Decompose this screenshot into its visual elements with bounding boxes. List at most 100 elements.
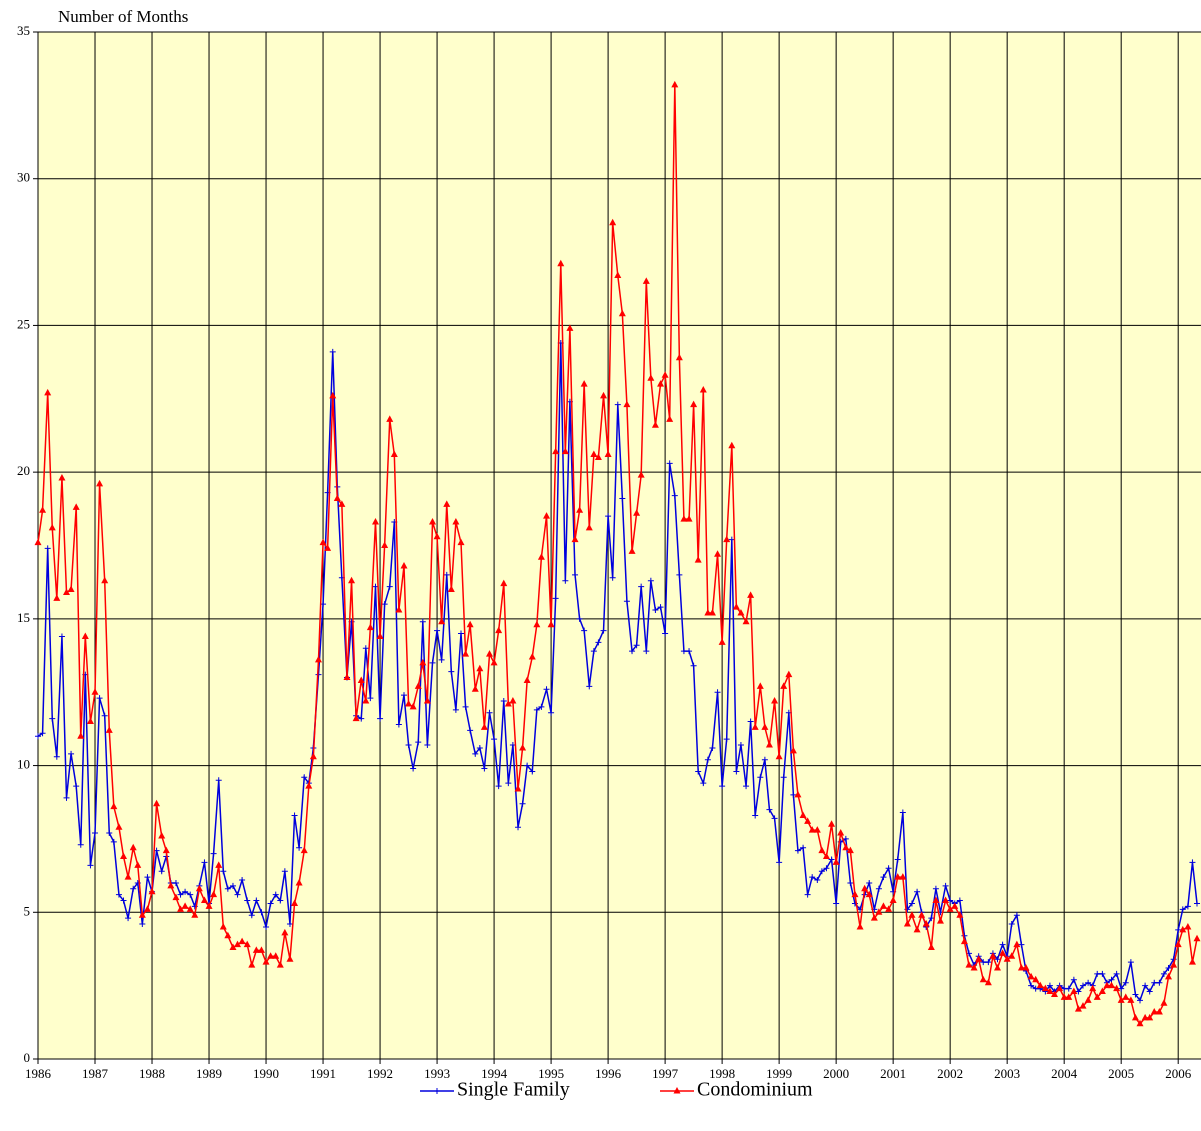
point (96, 695, 103, 702)
point (352, 714, 360, 722)
legend-label: Single Family (457, 1079, 570, 1101)
point (324, 544, 332, 551)
point (319, 538, 327, 546)
point (39, 506, 47, 513)
point (1137, 997, 1143, 1004)
point (309, 752, 317, 760)
point (1150, 1008, 1158, 1015)
point (134, 861, 142, 868)
point (609, 218, 617, 226)
point (53, 753, 60, 760)
point (386, 415, 394, 422)
point (833, 900, 840, 907)
point (1056, 984, 1064, 992)
point (652, 607, 659, 614)
point (504, 699, 512, 707)
point (761, 723, 769, 730)
point (258, 909, 265, 916)
point (960, 937, 968, 945)
point (979, 975, 987, 983)
point (296, 844, 303, 851)
point (1093, 993, 1101, 1000)
point (1179, 906, 1186, 913)
point (576, 615, 583, 622)
point (1065, 993, 1073, 1000)
point (167, 881, 175, 889)
point (276, 961, 284, 968)
point (899, 873, 907, 880)
point (993, 964, 1001, 971)
point (115, 891, 122, 898)
y-axis-label: Number of Months (58, 7, 188, 26)
point (424, 742, 431, 749)
point (671, 80, 679, 88)
point (458, 630, 465, 637)
point (505, 780, 512, 787)
point (885, 905, 893, 912)
point (861, 884, 869, 892)
point (239, 877, 246, 884)
point (314, 655, 322, 663)
point (823, 865, 830, 872)
point (614, 401, 621, 408)
point (252, 946, 260, 953)
point (1151, 979, 1158, 986)
x-tick-label: 1994 (481, 1066, 508, 1081)
point (101, 576, 109, 584)
point (263, 923, 270, 930)
point (751, 723, 759, 730)
point (34, 538, 42, 546)
point (172, 879, 179, 886)
point (367, 695, 374, 702)
point (1070, 976, 1077, 983)
point (1188, 958, 1196, 965)
point (471, 685, 479, 692)
point (295, 878, 303, 886)
point (158, 831, 166, 839)
x-tick-label: 1998 (709, 1066, 735, 1081)
point (467, 727, 474, 734)
point (1165, 972, 1173, 980)
point (1018, 941, 1025, 948)
point (1013, 912, 1020, 919)
x-tick-label: 1996 (595, 1066, 622, 1081)
legend-marker (434, 1088, 440, 1094)
point (994, 956, 1001, 963)
point (362, 697, 370, 704)
point (110, 802, 118, 810)
point (1170, 961, 1178, 968)
x-tick-label: 2000 (823, 1066, 849, 1081)
point (1079, 1002, 1087, 1009)
x-tick-label: 1989 (196, 1066, 222, 1081)
point (182, 888, 189, 895)
point (191, 911, 199, 918)
point (743, 783, 750, 790)
point (846, 846, 854, 854)
point (543, 686, 550, 693)
point (856, 922, 864, 930)
point (125, 915, 132, 922)
point (419, 618, 426, 625)
point (543, 512, 551, 519)
point (343, 673, 351, 681)
point (1156, 979, 1163, 986)
point (490, 658, 498, 666)
point (552, 595, 559, 602)
point (1060, 993, 1068, 1000)
point (965, 961, 973, 968)
y-tick-label: 25 (17, 316, 30, 331)
point (694, 556, 702, 563)
point (765, 741, 773, 748)
point (1075, 988, 1082, 995)
point (1184, 903, 1191, 910)
legend-marker (673, 1087, 681, 1094)
point (281, 928, 289, 936)
point (476, 744, 483, 751)
point (377, 715, 384, 722)
point (794, 790, 802, 798)
point (457, 538, 465, 546)
point (462, 703, 469, 710)
point (448, 668, 455, 675)
point (747, 591, 755, 598)
point (785, 670, 793, 678)
